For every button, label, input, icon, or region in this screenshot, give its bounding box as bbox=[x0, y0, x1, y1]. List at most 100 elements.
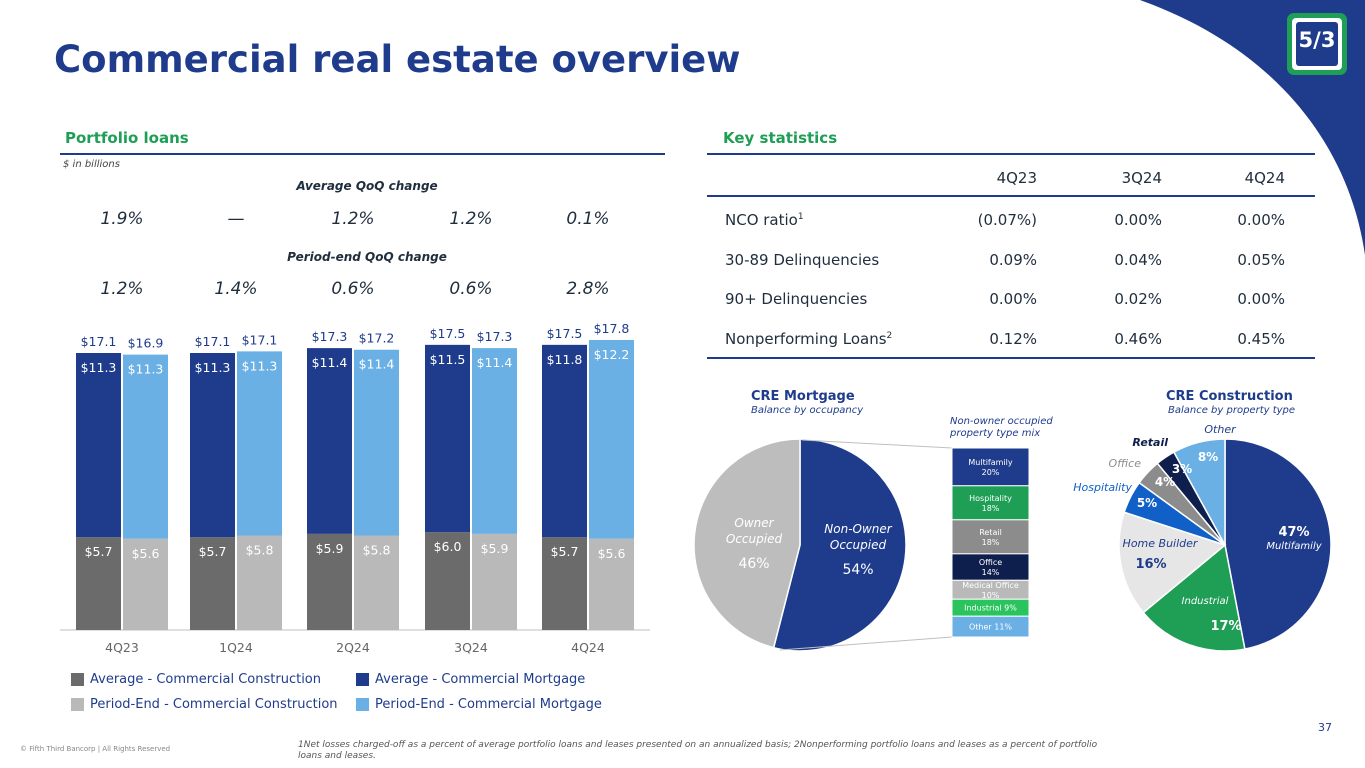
breakout-label: Medical Office bbox=[962, 581, 1019, 590]
bar-value-label: $11.3 bbox=[128, 362, 164, 377]
portfolio-section-title: Portfolio loans bbox=[65, 129, 189, 147]
stats-row-label: Nonperforming Loans2 bbox=[725, 330, 892, 348]
slice-pct: 17% bbox=[1210, 619, 1241, 634]
slice-pct: 16% bbox=[1135, 557, 1166, 572]
bar-value-label: $11.3 bbox=[242, 358, 278, 373]
bar-segment bbox=[354, 349, 399, 536]
bar-total-label: $17.3 bbox=[312, 329, 348, 344]
slice-pct: 46% bbox=[738, 556, 769, 572]
stats-cell: 0.09% bbox=[989, 250, 1037, 269]
key-stats-rule-bottom bbox=[707, 357, 1315, 359]
key-stats-rule-header bbox=[707, 195, 1315, 197]
stats-row-label: 90+ Delinquencies bbox=[725, 290, 867, 308]
bar-segment bbox=[190, 537, 235, 630]
stats-cell: 0.00% bbox=[1237, 211, 1285, 229]
slice-label: Other bbox=[1204, 423, 1237, 436]
bar-value-label: $6.0 bbox=[434, 539, 462, 554]
stats-row-label: 30-89 Delinquencies bbox=[725, 251, 879, 269]
breakout-pct: 18% bbox=[982, 538, 1000, 547]
stats-col-header: 3Q24 bbox=[1121, 169, 1162, 187]
cre-mortgage-pie: Non-Owner Occupied 54% Owner Occupied 46% Mult… bbox=[693, 438, 1030, 652]
stats-col-header: 4Q23 bbox=[996, 169, 1037, 187]
stats-cell: 0.46% bbox=[1114, 329, 1162, 348]
bar-total-label: $17.1 bbox=[242, 332, 278, 347]
bar-segment bbox=[542, 344, 587, 538]
avg-change-value: 0.1% bbox=[566, 209, 610, 229]
bar-total-label: $17.5 bbox=[430, 326, 466, 341]
legend-swatch bbox=[71, 673, 84, 686]
bar-segment bbox=[307, 348, 352, 534]
bar-value-label: $12.2 bbox=[594, 347, 630, 362]
bar-segment bbox=[237, 351, 282, 536]
breakout-pct: 20% bbox=[982, 468, 1000, 477]
pe-change-heading: Period-end QoQ change bbox=[287, 250, 447, 264]
stats-cell: 0.00% bbox=[989, 290, 1037, 308]
slice-pct: 54% bbox=[842, 562, 873, 578]
bar-segment bbox=[76, 537, 121, 630]
bar-segment bbox=[425, 532, 470, 630]
slice-label: Multifamily bbox=[1266, 541, 1322, 552]
stats-cell: 0.05% bbox=[1237, 250, 1285, 269]
legend-label: Period-End - Commercial Construction bbox=[90, 697, 338, 712]
legend-pe-construction: Period-End - Commercial Construction bbox=[71, 697, 338, 712]
slice-pct: 8% bbox=[1198, 450, 1218, 464]
stats-row-label-text: 30-89 Delinquencies bbox=[725, 250, 880, 269]
breakout-label: Industrial 9% bbox=[964, 604, 1017, 613]
bar-total-label: $17.5 bbox=[547, 326, 583, 341]
bar-value-label: $5.6 bbox=[598, 546, 626, 561]
legend-swatch bbox=[356, 673, 369, 686]
bar-total-label: $17.1 bbox=[81, 334, 117, 349]
pie-slice bbox=[772, 438, 907, 652]
cre-construction-subtitle: Balance by property type bbox=[1168, 405, 1296, 416]
breakout-pct: 18% bbox=[982, 504, 1000, 513]
stats-cell: (0.07%) bbox=[977, 211, 1037, 229]
pe-change-value: 1.2% bbox=[100, 279, 144, 299]
pie-slice bbox=[1118, 511, 1227, 614]
bar-total-label: $17.2 bbox=[359, 331, 395, 346]
breakout-label: Office bbox=[979, 558, 1002, 567]
bar-value-label: $11.8 bbox=[547, 352, 583, 367]
portfolio-rule bbox=[60, 153, 665, 155]
bar-segment bbox=[123, 354, 168, 539]
bar-value-label: $11.3 bbox=[81, 360, 117, 375]
bar-value-label: $11.4 bbox=[359, 357, 395, 372]
avg-change-value: — bbox=[227, 209, 245, 229]
pe-change-value: 0.6% bbox=[331, 279, 375, 299]
x-tick-label: 4Q23 bbox=[105, 640, 139, 655]
stats-row-label: NCO ratio1 bbox=[725, 211, 804, 229]
slice-label: Industrial bbox=[1182, 596, 1229, 607]
legend-pe-mortgage: Period-End - Commercial Mortgage bbox=[356, 697, 602, 712]
stats-cell: 0.00% bbox=[1237, 290, 1285, 308]
legend-label: Period-End - Commercial Mortgage bbox=[375, 697, 602, 712]
portfolio-bar-chart: $5.7 $11.3 $17.1 $5.6 $11.3 $16.9 4Q23 $5.7 $11.… bbox=[60, 321, 650, 655]
avg-change-value: 1.2% bbox=[449, 209, 493, 229]
pe-change-value: 0.6% bbox=[449, 279, 493, 299]
bar-segment bbox=[307, 533, 352, 630]
breakout-label: Retail bbox=[979, 528, 1002, 537]
bar-segment bbox=[589, 339, 634, 539]
stats-col-header: 4Q24 bbox=[1244, 169, 1285, 187]
connector-line bbox=[801, 439, 953, 449]
slice-label: Office bbox=[1109, 457, 1142, 470]
pe-change-value: 2.8% bbox=[566, 279, 610, 299]
bar-total-label: $16.9 bbox=[128, 336, 164, 351]
legend-label: Average - Commercial Mortgage bbox=[375, 672, 586, 687]
legend-avg-construction: Average - Commercial Construction bbox=[71, 672, 321, 687]
breakout-segment bbox=[951, 615, 1030, 638]
page-number: 37 bbox=[1318, 721, 1332, 734]
avg-change-heading: Average QoQ change bbox=[296, 179, 438, 193]
logo-text: 5/3 bbox=[1298, 28, 1336, 52]
stats-cell: 0.02% bbox=[1114, 290, 1162, 308]
legend-swatch bbox=[71, 698, 84, 711]
units-note: $ in billions bbox=[63, 159, 120, 170]
avg-change-value: 1.2% bbox=[331, 209, 375, 229]
legend-avg-mortgage: Average - Commercial Mortgage bbox=[356, 672, 585, 687]
slice-label: Non-Owner bbox=[824, 522, 893, 536]
bar-value-label: $11.4 bbox=[312, 355, 348, 370]
cre-construction-title: CRE Construction bbox=[1166, 389, 1293, 404]
cre-mortgage-subtitle: Balance by occupancy bbox=[751, 405, 864, 416]
pie-slice bbox=[1224, 438, 1332, 651]
bar-value-label: $5.7 bbox=[551, 544, 579, 559]
pie-slice bbox=[1142, 543, 1246, 652]
pe-change-value: 1.4% bbox=[214, 279, 258, 299]
